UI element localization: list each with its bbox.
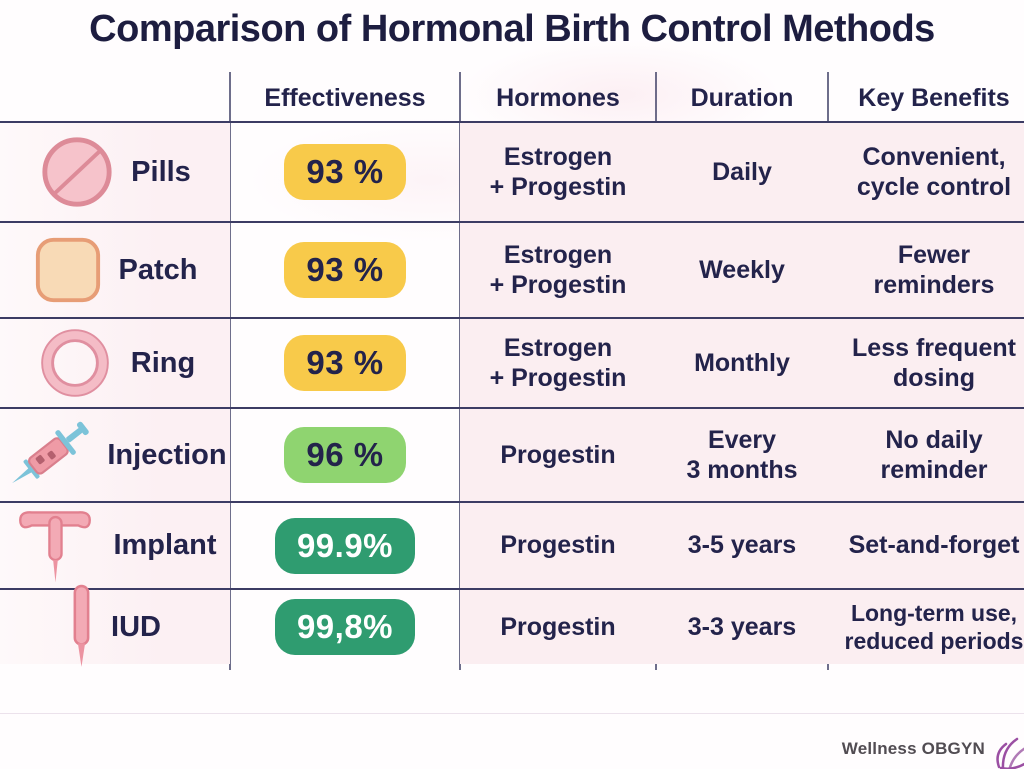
table-row-iud: IUD 99,8% Progestin 3-3 years Long-term … xyxy=(0,584,1024,667)
benefits-value: Convenient, cycle control xyxy=(856,142,1012,202)
method-label: Pills xyxy=(131,155,191,188)
hormones-cell: Estrogen + Progestin xyxy=(460,123,656,221)
row-divider xyxy=(0,221,1024,223)
method-label: Ring xyxy=(130,346,196,379)
benefits-value: No daily reminder xyxy=(880,425,988,485)
benefits-value: Fewer reminders xyxy=(873,240,995,300)
hormones-value: Progestin xyxy=(500,440,616,469)
duration-value: Weekly xyxy=(699,255,785,284)
effectiveness-cell: 99,8% xyxy=(230,590,460,664)
lotus-icon xyxy=(996,737,1024,769)
duration-cell: Every 3 months xyxy=(656,409,828,501)
table-row-injection: Injection 96 % Progestin Every 3 months … xyxy=(0,409,1024,501)
effectiveness-badge: 96 % xyxy=(284,427,406,483)
iud-rod-icon xyxy=(73,584,90,667)
effectiveness-badge: 93 % xyxy=(284,335,406,391)
duration-value: Monthly xyxy=(694,348,790,377)
row-divider xyxy=(0,407,1024,409)
row-divider xyxy=(0,317,1024,319)
effectiveness-cell: 93 % xyxy=(230,319,460,407)
hormones-cell: Progestin xyxy=(460,590,656,664)
benefits-cell: No daily reminder xyxy=(828,409,1024,501)
hormones-cell: Estrogen + Progestin xyxy=(460,319,656,407)
implant-icon xyxy=(19,510,92,582)
hormones-cell: Progestin xyxy=(460,503,656,588)
method-cell: Patch xyxy=(0,223,230,317)
method-cell: Injection xyxy=(0,409,230,501)
page-title: Comparison of Hormonal Birth Control Met… xyxy=(89,8,935,50)
duration-cell: Monthly xyxy=(656,319,828,407)
duration-cell: Daily xyxy=(656,123,828,221)
header-effectiveness: Effectiveness xyxy=(264,83,426,112)
effectiveness-cell: 93 % xyxy=(230,123,460,221)
effectiveness-badge: 93 % xyxy=(284,242,406,298)
benefits-value: Less frequent dosing xyxy=(852,333,1016,393)
duration-cell: Weekly xyxy=(656,223,828,317)
benefits-cell: Set-and-forget xyxy=(828,503,1024,588)
header-key-benefits: Key Benefits xyxy=(858,83,1010,112)
method-label: Injection xyxy=(107,438,227,471)
method-label: IUD xyxy=(111,610,161,643)
benefits-cell: Long-term use, reduced periods xyxy=(828,590,1024,664)
effectiveness-cell: 99.9% xyxy=(230,503,460,588)
row-divider xyxy=(0,121,1024,123)
syringe-icon xyxy=(12,421,90,484)
effectiveness-cell: 96 % xyxy=(230,409,460,501)
table-row-ring: Ring 93 % Estrogen + Progestin Monthly L… xyxy=(0,319,1024,407)
table-row-pills: Pills 93 % Estrogen + Progestin Daily Co… xyxy=(0,123,1024,221)
duration-value: Daily xyxy=(712,157,772,186)
hormones-cell: Progestin xyxy=(460,409,656,501)
hormones-cell: Estrogen + Progestin xyxy=(460,223,656,317)
duration-value: Every 3 months xyxy=(686,425,798,485)
effectiveness-cell: 93 % xyxy=(230,223,460,317)
duration-cell: 3-5 years xyxy=(656,503,828,588)
hormones-value: Estrogen + Progestin xyxy=(489,333,627,393)
hormones-value: Progestin xyxy=(500,531,616,560)
hormones-value: Estrogen + Progestin xyxy=(489,142,627,202)
benefits-value: Long-term use, reduced periods xyxy=(844,599,1024,654)
header-hormones: Hormones xyxy=(496,83,620,112)
benefits-cell: Fewer reminders xyxy=(828,223,1024,317)
row-divider xyxy=(0,588,1024,590)
benefits-cell: Convenient, cycle control xyxy=(828,123,1024,221)
duration-cell: 3-3 years xyxy=(656,590,828,664)
benefits-value: Set-and-forget xyxy=(848,531,1020,560)
method-cell: Pills xyxy=(0,123,230,221)
method-cell: IUD xyxy=(0,584,230,667)
footer-divider xyxy=(0,713,1024,714)
effectiveness-badge: 99,8% xyxy=(274,599,416,655)
duration-value: 3-3 years xyxy=(687,612,797,641)
table-row-implant: Implant 99.9% Progestin 3-5 years Set-an… xyxy=(0,503,1024,588)
pill-icon xyxy=(42,137,112,207)
hormones-value: Progestin xyxy=(500,612,616,641)
column-divider xyxy=(229,72,231,670)
header-duration: Duration xyxy=(690,83,794,112)
method-label: Patch xyxy=(118,253,198,286)
effectiveness-badge: 93 % xyxy=(284,144,406,200)
effectiveness-badge: 99.9% xyxy=(274,517,416,574)
row-divider xyxy=(0,501,1024,503)
patch-icon xyxy=(35,237,100,303)
benefits-cell: Less frequent dosing xyxy=(828,319,1024,407)
table-row-patch: Patch 93 % Estrogen + Progestin Weekly F… xyxy=(0,223,1024,317)
method-cell: Ring xyxy=(0,319,230,407)
ring-icon xyxy=(40,329,109,397)
method-label: Implant xyxy=(113,529,217,561)
duration-value: 3-5 years xyxy=(687,531,797,560)
method-cell: Implant xyxy=(0,503,230,588)
hormones-value: Estrogen + Progestin xyxy=(489,240,627,300)
brand-name: Wellness OBGYN xyxy=(841,739,985,758)
